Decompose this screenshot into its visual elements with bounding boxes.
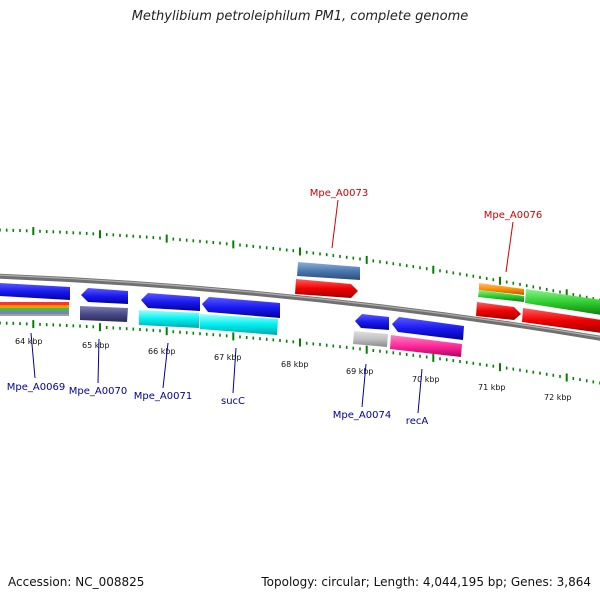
accession-text: Accession: NC_008825 <box>8 575 145 589</box>
gene-feature-reverse <box>0 311 69 314</box>
gene-feature-reverse <box>200 314 278 335</box>
outer-tick-scale <box>0 227 600 302</box>
forward-strand-genes <box>295 262 600 333</box>
gene-label: Mpe_A0070 <box>69 386 127 397</box>
gene-feature-reverse <box>392 317 464 340</box>
gene-feature-reverse <box>390 335 462 357</box>
gene-feature-reverse <box>202 297 280 318</box>
inner-tick-scale <box>0 320 600 385</box>
gene-feature-reverse <box>80 306 128 322</box>
map-title: Methylibium petroleiphilum PM1, complete… <box>131 9 469 24</box>
leader-line <box>331 199 339 249</box>
gene-feature-forward <box>479 283 524 295</box>
gene-feature-reverse <box>0 283 70 300</box>
gene-feature-forward <box>522 308 600 333</box>
scale-label: 70 kbp <box>412 375 440 384</box>
gene-feature-forward <box>525 289 600 315</box>
gene-label: Mpe_A0074 <box>333 410 391 421</box>
gene-feature-reverse <box>141 293 200 311</box>
gene-feature-forward <box>295 279 358 298</box>
gene-label: Mpe_A0071 <box>134 391 192 402</box>
scale-label: 69 kbp <box>346 367 374 376</box>
scale-label: 68 kbp <box>281 360 309 369</box>
scale-labels: 64 kbp 65 kbp 66 kbp 67 kbp 68 kbp 69 kb… <box>15 337 572 402</box>
leader-line <box>232 347 237 394</box>
scale-label: 64 kbp <box>15 337 43 346</box>
genome-backbone-highlight <box>0 274 600 338</box>
genome-backbone <box>0 273 600 341</box>
leader-line <box>361 363 367 408</box>
scale-label: 66 kbp <box>148 347 176 356</box>
scale-label: 67 kbp <box>214 353 242 362</box>
gene-feature-forward <box>478 290 524 302</box>
gene-label: sucC <box>221 396 245 407</box>
scale-label: 65 kbp <box>82 341 110 350</box>
leader-line <box>97 338 100 384</box>
gene-label: recA <box>406 416 429 427</box>
gene-feature-reverse <box>0 305 69 308</box>
gene-feature-forward <box>476 302 521 320</box>
leader-line <box>505 221 514 273</box>
genome-summary-text: Topology: circular; Length: 4,044,195 bp… <box>261 575 591 589</box>
leader-line <box>30 332 36 379</box>
scale-label: 71 kbp <box>478 383 506 392</box>
gene-label: Mpe_A0076 <box>484 210 542 221</box>
leader-line <box>162 342 169 389</box>
gene-feature-reverse <box>353 331 388 347</box>
gene-feature-reverse <box>0 302 69 305</box>
gene-feature-forward <box>297 262 360 280</box>
gene-feature-reverse <box>0 314 69 316</box>
gene-labels: Mpe_A0073 Mpe_A0076 Mpe_A0069 Mpe_A0070 … <box>7 188 542 427</box>
gene-feature-reverse <box>355 314 389 330</box>
gene-label: Mpe_A0069 <box>7 382 65 393</box>
gene-label-leaders <box>30 199 514 414</box>
gene-label: Mpe_A0073 <box>310 188 368 199</box>
scale-label: 72 kbp <box>544 393 572 402</box>
gene-feature-reverse <box>139 310 199 328</box>
leader-line <box>417 368 423 414</box>
gene-feature-reverse <box>81 288 128 304</box>
gene-feature-reverse <box>0 308 69 311</box>
reverse-strand-genes <box>0 283 464 357</box>
